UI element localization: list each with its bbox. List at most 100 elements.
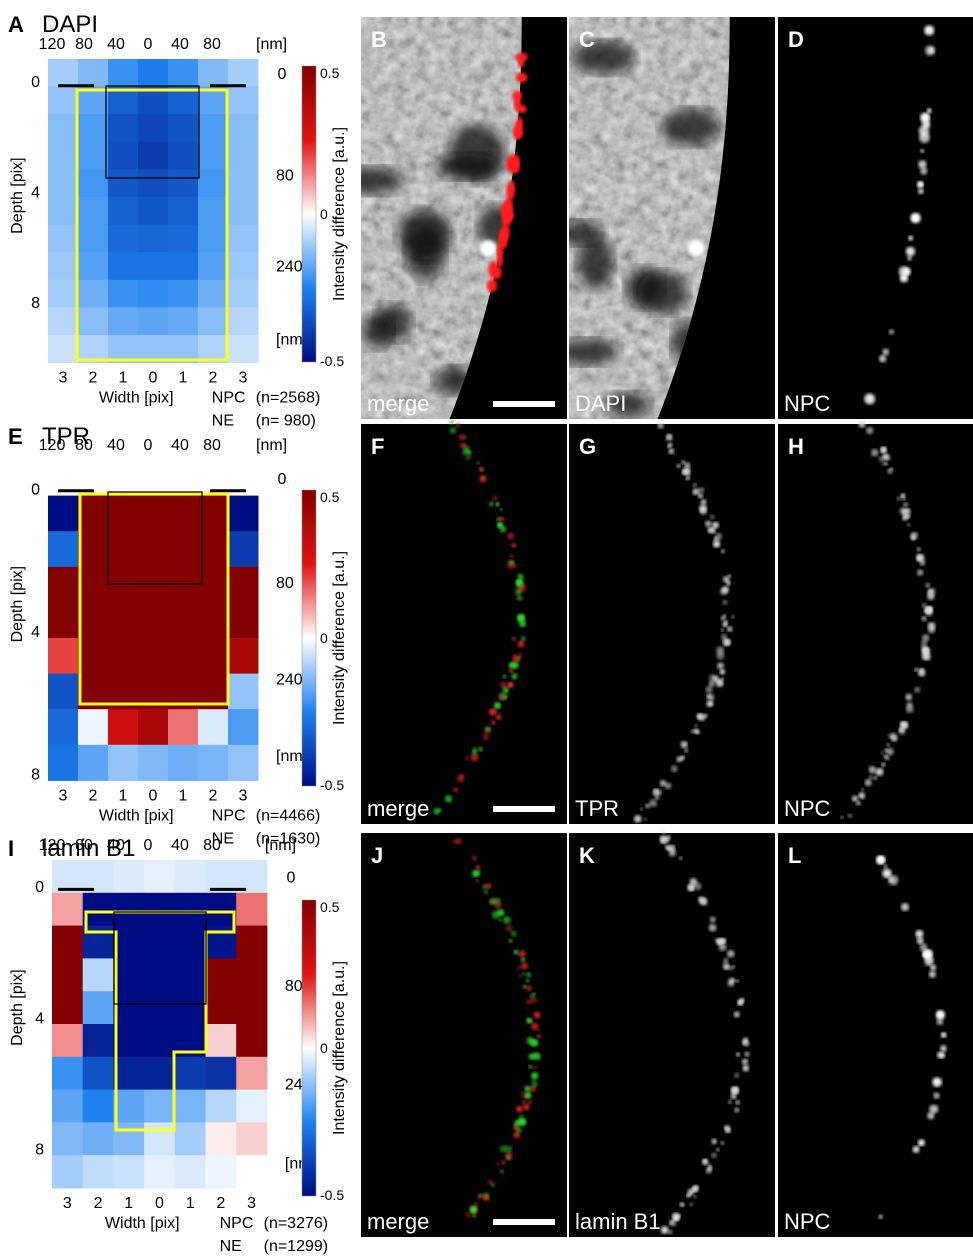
- heatmap-cell: [113, 958, 145, 992]
- merge-signal: [513, 1131, 521, 1139]
- heatmap-cell: [198, 744, 229, 781]
- merge-signal: [522, 1099, 527, 1105]
- panel-title: NPC: [784, 796, 831, 821]
- heatmap-cell: [228, 531, 259, 568]
- rim-signal: [868, 775, 873, 780]
- panel-label: J: [371, 843, 383, 868]
- npc-dot: [864, 393, 876, 405]
- merge-signal: [518, 950, 526, 958]
- rim-signal: [899, 727, 905, 733]
- rim-signal: [684, 462, 691, 468]
- image-panel-d: D NPC: [778, 17, 973, 419]
- merge-signal: [526, 1036, 534, 1045]
- merge-signal: [502, 686, 509, 694]
- merge-signal: [500, 1169, 504, 1174]
- heatmap-cells: [52, 860, 268, 1189]
- heatmap-cell: [48, 86, 79, 115]
- heatmap-cell: [108, 495, 139, 532]
- rim-signal: [733, 1011, 740, 1018]
- rim-signal: [663, 1229, 667, 1233]
- heatmap-cell: [113, 1089, 145, 1123]
- merge-signal: [488, 501, 494, 507]
- merge-signal: [531, 1080, 538, 1088]
- merge-signal: [437, 808, 442, 813]
- merge-signal: [482, 734, 489, 741]
- heatmap-cell: [198, 709, 229, 746]
- x-tick-label: 0: [155, 1195, 164, 1212]
- rim-signal: [858, 792, 866, 799]
- rim-signal: [669, 1220, 674, 1225]
- merge-signal: [462, 449, 470, 456]
- rim-signal: [734, 1072, 740, 1078]
- heatmap-cell: [138, 307, 169, 336]
- heatmap-cell: [174, 1122, 206, 1156]
- npc-dot: [888, 329, 895, 335]
- heatmap-cell: [108, 602, 139, 639]
- merge-signal: [518, 1114, 524, 1120]
- merge-signal: [502, 674, 507, 679]
- heatmap-cell: [78, 114, 109, 143]
- heatmap-cell: [138, 460, 169, 497]
- merge-signal: [499, 1145, 507, 1153]
- dark-region: [434, 153, 500, 180]
- rim-signal: [873, 775, 878, 780]
- heatmap-cell: [108, 169, 139, 198]
- rim-signal: [851, 795, 858, 802]
- heatmap-cell: [108, 307, 139, 336]
- rim-signal: [645, 803, 651, 809]
- rim-signal: [668, 848, 677, 857]
- rim-signal: [726, 949, 735, 958]
- image-background: [778, 17, 973, 419]
- panel-title: merge: [367, 796, 429, 821]
- x-tick-label: 0: [149, 787, 158, 804]
- rim-signal: [880, 446, 887, 453]
- heatmap-cell: [198, 307, 229, 336]
- rim-signal: [707, 693, 715, 702]
- heatmap-cell: [144, 1089, 176, 1123]
- merge-signal: [465, 756, 469, 760]
- rim-signal: [921, 616, 927, 622]
- heatmap-cell: [144, 1155, 176, 1189]
- merge-signal: [530, 1072, 539, 1080]
- merge-signal: [491, 910, 500, 919]
- heatmap-cell: [138, 252, 169, 281]
- heatmap-cell: [228, 673, 259, 710]
- heatmap-cells: [48, 59, 259, 364]
- rim-signal: [692, 1184, 699, 1191]
- rim-signal: [698, 487, 705, 494]
- heatmap-cell: [228, 279, 259, 308]
- rim-signal: [880, 751, 884, 755]
- heatmap-cell: [198, 169, 229, 198]
- y-tick-label: 0: [31, 481, 40, 498]
- merge-signal: [513, 949, 519, 955]
- dark-region: [577, 236, 614, 290]
- merge-signal: [472, 856, 477, 861]
- top-tick-label: 0: [144, 437, 153, 454]
- rim-signal: [731, 964, 736, 969]
- panel-label: C: [579, 27, 595, 52]
- npc-dot: [927, 1112, 935, 1120]
- panel-label: F: [371, 434, 384, 459]
- y-tick-label: 4: [31, 624, 40, 641]
- heatmap-cell: [108, 460, 139, 497]
- right-tick-label: 0: [286, 869, 295, 886]
- merge-signal: [521, 972, 525, 976]
- merge-signal: [528, 1064, 533, 1069]
- rim-signal: [705, 1167, 712, 1174]
- x-tick-label: 3: [239, 370, 248, 387]
- rim-signal: [640, 807, 644, 811]
- rim-signal: [925, 582, 931, 588]
- npc-count: (n=2568): [256, 390, 320, 407]
- heatmap-cell: [48, 673, 79, 710]
- panel-label: K: [579, 843, 595, 868]
- heatmap-cell: [108, 197, 139, 226]
- rim-signal: [886, 747, 894, 756]
- heatmap-cell: [198, 495, 229, 532]
- heatmap-cell: [228, 141, 259, 170]
- heatmap-cell: [48, 197, 79, 226]
- dark-region: [572, 40, 635, 75]
- merge-signal: [509, 554, 514, 558]
- npc-count: (n=4466): [256, 807, 320, 824]
- heatmap-cell: [52, 1024, 84, 1058]
